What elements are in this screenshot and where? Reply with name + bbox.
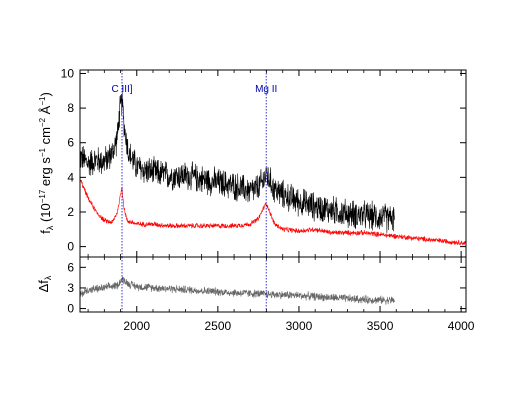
x-tick-label: 4000 (448, 319, 475, 333)
residual-panel: 0 3 6 2000 2500 3000 3500 4000 Δfλ (36, 256, 475, 333)
flux-label-f: f (38, 230, 53, 234)
residual-axis-label: Δfλ (36, 275, 53, 292)
spectrum-series-0-0 (79, 92, 395, 233)
flux-label-mid2: cm (38, 127, 53, 148)
residual-line-markers (121, 257, 267, 312)
y-tick-label: 2 (67, 205, 74, 219)
x-tick-labels: 2000 2500 3000 3500 4000 (123, 319, 474, 333)
flux-label-close: ) (38, 92, 53, 96)
residual-label-lambda: λ (43, 275, 53, 280)
flux-label-exp3: −2 (38, 117, 47, 127)
emission-line-markers (121, 70, 267, 257)
flux-series-group (79, 92, 467, 246)
spectrum-series-0-1 (79, 177, 467, 246)
residual-y-tick-labels: 0 3 6 (67, 260, 74, 315)
emission-line-labels: C III] Mg II (111, 84, 277, 95)
flux-label-ang: Å (38, 105, 53, 118)
residual-series-group (79, 276, 395, 305)
y-tick-label: 4 (67, 170, 74, 184)
y-tick-label: 6 (67, 136, 74, 150)
flux-label-open: (10 (38, 203, 53, 225)
emission-line-label: Mg II (255, 84, 277, 95)
residual-panel-frame (79, 256, 467, 313)
flux-label-lambda: λ (45, 225, 55, 230)
flux-label-exp2: −1 (38, 148, 47, 158)
y-tick-label: 0 (67, 302, 74, 316)
residual-label-delta: Δf (36, 280, 51, 293)
y-tick-label: 0 (67, 240, 74, 254)
flux-label-mid: erg s (38, 157, 53, 190)
flux-y-tick-labels: 0 2 4 6 8 10 (61, 66, 75, 253)
y-tick-label: 3 (67, 281, 74, 295)
y-tick-label: 10 (61, 66, 75, 80)
flux-axis-label: fλ (10−17 erg s−1 cm−2 Å−1) (38, 92, 55, 234)
emission-line-label: C III] (111, 84, 132, 95)
y-tick-label: 6 (67, 260, 74, 274)
flux-label-exp4: −1 (38, 96, 47, 106)
residual-axis-ticks (80, 257, 466, 312)
x-tick-label: 3000 (286, 319, 313, 333)
flux-label-exp1: −17 (38, 189, 47, 203)
x-tick-label: 3500 (367, 319, 394, 333)
x-tick-label: 2000 (123, 319, 150, 333)
spectrum-series-1-0 (79, 276, 395, 305)
x-tick-label: 2500 (205, 319, 232, 333)
y-tick-label: 8 (67, 101, 74, 115)
